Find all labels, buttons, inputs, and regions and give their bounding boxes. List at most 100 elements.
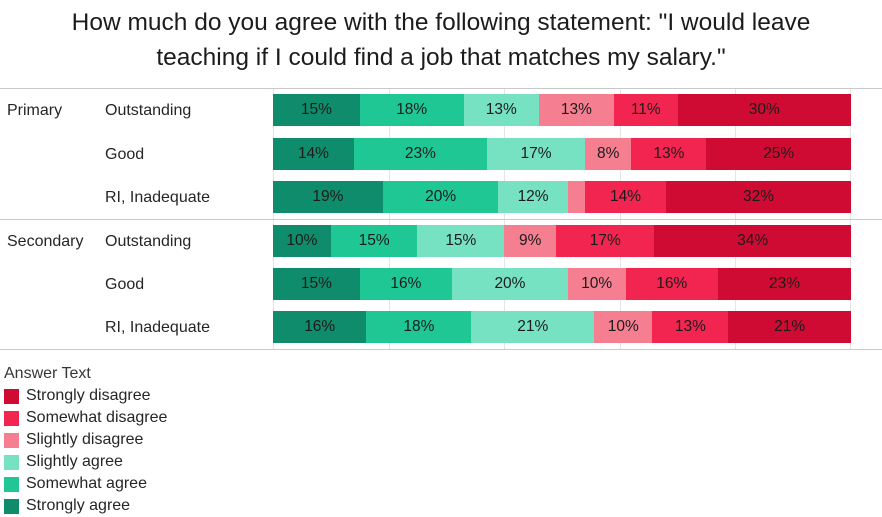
bar-segment-slightly-disagree: 10% bbox=[567, 268, 626, 300]
legend-label: Slightly agree bbox=[26, 453, 123, 470]
bar-segment-strongly-agree: 10% bbox=[273, 225, 331, 257]
bar-segment-somewhat-agree: 23% bbox=[353, 138, 487, 170]
bar-segment-strongly-disagree: 30% bbox=[677, 94, 851, 126]
bar-segment-somewhat-agree: 16% bbox=[359, 268, 453, 300]
legend-entry: Slightly agree bbox=[4, 451, 167, 473]
legend-entry: Strongly agree bbox=[4, 495, 167, 517]
bar-segment-label: 30% bbox=[748, 101, 780, 118]
bar-segment-strongly-agree: 19% bbox=[273, 181, 383, 213]
legend: Answer Text Strongly disagree Somewhat di… bbox=[4, 363, 167, 517]
legend-label: Strongly agree bbox=[26, 497, 131, 514]
chart-row-secondary-good: Good 15% 16% 20% 10% 16% 23% bbox=[0, 263, 882, 306]
bar-segment-label: 15% bbox=[300, 101, 332, 118]
chart-row-primary-outstanding: Primary Outstanding 15% 18% 13% 13% 11% 30% bbox=[0, 89, 882, 132]
legend-entry: Strongly disagree bbox=[4, 385, 167, 407]
bar-segment-slightly-disagree: 9% bbox=[504, 225, 557, 257]
bar-segment-somewhat-agree: 15% bbox=[330, 225, 418, 257]
bar-segment-somewhat-disagree: 16% bbox=[625, 268, 719, 300]
chart-row-primary-ri-inadequate: RI, Inadequate 19% 20% 12% 14% 32% bbox=[0, 176, 882, 219]
bar-segment-label: 13% bbox=[485, 101, 517, 118]
bar-segment-slightly-disagree bbox=[567, 181, 586, 213]
bar-segment-label: 16% bbox=[304, 318, 336, 335]
bar-segment-label: 13% bbox=[653, 145, 685, 162]
legend-entry: Somewhat agree bbox=[4, 473, 167, 495]
bar-segment-somewhat-disagree: 13% bbox=[652, 311, 729, 343]
bar-segment-strongly-agree: 16% bbox=[273, 311, 367, 343]
bar-segment-label: 9% bbox=[518, 232, 542, 249]
group-label: Primary bbox=[7, 101, 63, 119]
group-separator-line bbox=[0, 219, 882, 220]
bar-segment-label: 15% bbox=[358, 232, 390, 249]
legend-title: Answer Text bbox=[4, 365, 91, 382]
bar-segment-strongly-disagree: 21% bbox=[728, 311, 851, 343]
stacked-bar: 10% 15% 15% 9% 17% 34% bbox=[273, 225, 851, 257]
chart-rows: Primary Outstanding 15% 18% 13% 13% 11% 30% G… bbox=[0, 88, 882, 350]
bar-segment-label: 34% bbox=[737, 232, 769, 249]
row-label: RI, Inadequate bbox=[105, 318, 210, 336]
bar-segment-label: 19% bbox=[312, 188, 344, 205]
bar-segment-label: 21% bbox=[517, 318, 549, 335]
bar-segment-slightly-agree: 15% bbox=[417, 225, 505, 257]
row-label: Good bbox=[105, 275, 145, 293]
bar-segment-slightly-agree: 12% bbox=[498, 181, 568, 213]
legend-label: Strongly disagree bbox=[26, 387, 151, 404]
bar-segment-slightly-agree: 17% bbox=[486, 138, 586, 170]
bar-segment-label: 20% bbox=[425, 188, 457, 205]
bar-segment-label: 10% bbox=[607, 318, 639, 335]
bar-segment-strongly-agree: 15% bbox=[273, 94, 360, 126]
bar-segment-label: 13% bbox=[674, 318, 706, 335]
bar-segment-slightly-disagree: 13% bbox=[538, 94, 614, 126]
bar-segment-strongly-disagree: 25% bbox=[706, 138, 851, 170]
bar-segment-label: 10% bbox=[581, 275, 613, 292]
bar-segment-strongly-disagree: 34% bbox=[654, 225, 851, 257]
bar-segment-somewhat-agree: 18% bbox=[366, 311, 472, 343]
bar-segment-label: 21% bbox=[774, 318, 806, 335]
stacked-bar: 16% 18% 21% 10% 13% 21% bbox=[273, 311, 851, 343]
bar-segment-slightly-disagree: 10% bbox=[594, 311, 653, 343]
bar-segment-label: 15% bbox=[300, 275, 332, 292]
stacked-bar: 14% 23% 17% 8% 13% 25% bbox=[273, 138, 851, 170]
bar-segment-label: 23% bbox=[768, 275, 800, 292]
bar-segment-label: 25% bbox=[763, 145, 795, 162]
row-label: Outstanding bbox=[105, 101, 192, 119]
bar-segment-label: 16% bbox=[390, 275, 422, 292]
bar-segment-label: 17% bbox=[589, 232, 621, 249]
bar-segment-label: 17% bbox=[520, 145, 552, 162]
chart-bottom-border bbox=[0, 349, 882, 350]
bar-segment-label: 15% bbox=[445, 232, 477, 249]
chart-area: Primary Outstanding 15% 18% 13% 13% 11% 30% G… bbox=[0, 88, 882, 350]
bar-segment-somewhat-disagree: 14% bbox=[585, 181, 666, 213]
group-label bbox=[7, 176, 99, 219]
legend-entry: Slightly disagree bbox=[4, 429, 167, 451]
bar-segment-label: 18% bbox=[396, 101, 428, 118]
chart-top-border bbox=[0, 88, 882, 89]
chart-row-secondary-ri-inadequate: RI, Inadequate 16% 18% 21% 10% 13% 21% bbox=[0, 306, 882, 349]
group-label bbox=[7, 263, 99, 306]
stacked-bar: 15% 16% 20% 10% 16% 23% bbox=[273, 268, 851, 300]
bar-segment-label: 32% bbox=[742, 188, 774, 205]
bar-segment-label: 11% bbox=[630, 101, 661, 118]
bar-segment-strongly-agree: 14% bbox=[273, 138, 354, 170]
bar-segment-label: 13% bbox=[560, 101, 592, 118]
stacked-bar: 19% 20% 12% 14% 32% bbox=[273, 181, 851, 213]
bar-segment-strongly-agree: 15% bbox=[273, 268, 360, 300]
legend-entry: Somewhat disagree bbox=[4, 407, 167, 429]
bar-segment-slightly-agree: 20% bbox=[452, 268, 568, 300]
bar-segment-label: 8% bbox=[597, 145, 620, 162]
bar-segment-somewhat-disagree: 13% bbox=[631, 138, 707, 170]
bar-segment-somewhat-agree: 18% bbox=[359, 94, 464, 126]
bar-segment-label: 20% bbox=[494, 275, 526, 292]
legend-label: Somewhat disagree bbox=[26, 409, 168, 426]
bar-segment-slightly-agree: 13% bbox=[463, 94, 539, 126]
legend-swatch bbox=[4, 454, 19, 470]
bar-segment-label: 14% bbox=[610, 188, 642, 205]
bar-segment-label: 10% bbox=[286, 232, 318, 249]
bar-segment-slightly-disagree: 8% bbox=[585, 138, 632, 170]
legend-swatch bbox=[4, 476, 19, 492]
bar-segment-somewhat-disagree: 17% bbox=[556, 225, 655, 257]
legend-swatch bbox=[4, 388, 19, 404]
bar-segment-strongly-disagree: 32% bbox=[666, 181, 851, 213]
row-label: RI, Inadequate bbox=[105, 188, 210, 206]
chart-title: How much do you agree with the following… bbox=[0, 5, 882, 75]
